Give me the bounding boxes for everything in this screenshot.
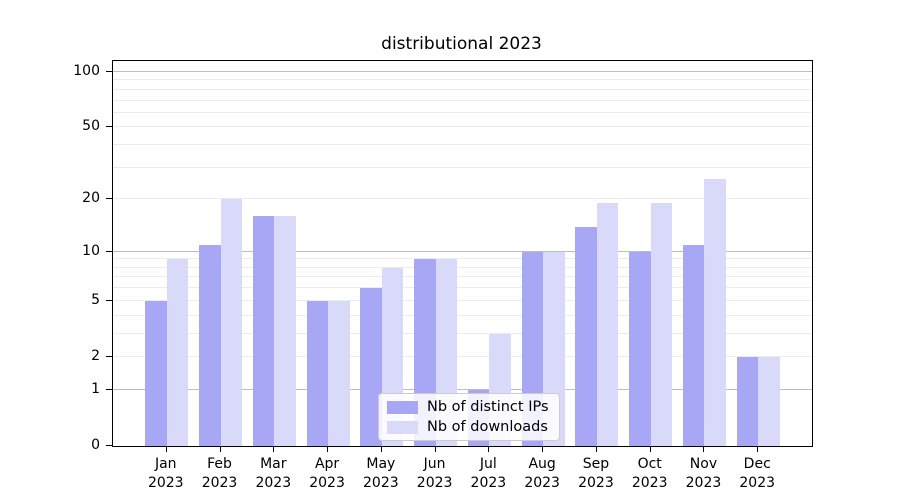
- x-tick-mark: [165, 446, 167, 452]
- y-tick-mark: [106, 388, 112, 390]
- x-tick-mark: [542, 446, 544, 452]
- legend-swatch-downloads: [387, 420, 418, 434]
- minor-gridline: [113, 198, 812, 200]
- bar-nb-of-distinct-ips-oct: [629, 251, 651, 446]
- legend: Nb of distinct IPs Nb of downloads: [378, 393, 560, 441]
- legend-label-distinct-ips: Nb of distinct IPs: [427, 399, 549, 415]
- y-tick-label: 100: [73, 62, 100, 79]
- x-tick-label-jun: Jun 2023: [416, 456, 453, 491]
- x-tick-mark: [488, 446, 490, 452]
- x-tick-label-apr: Apr 2023: [309, 456, 345, 491]
- x-tick-label-aug: Aug 2023: [524, 456, 560, 491]
- x-tick-label-nov: Nov 2023: [685, 456, 722, 491]
- major-gridline: [113, 388, 812, 390]
- bar-nb-of-downloads-mar: [274, 216, 296, 446]
- bar-nb-of-distinct-ips-may: [360, 288, 382, 446]
- minor-gridline: [113, 332, 812, 334]
- minor-gridline: [113, 126, 812, 128]
- y-tick-label: 0: [91, 437, 100, 453]
- x-tick-mark: [219, 446, 221, 452]
- x-tick-label-jan: Jan 2023: [147, 456, 184, 491]
- minor-gridline: [113, 299, 812, 301]
- major-gridline: [113, 71, 812, 72]
- x-tick-label-sep: Sep 2023: [578, 456, 614, 491]
- x-tick-mark: [757, 446, 759, 452]
- y-tick-label: 2: [91, 347, 100, 364]
- bar-nb-of-downloads-apr: [328, 300, 350, 446]
- minor-gridline: [113, 144, 812, 146]
- x-tick-label-oct: Oct 2023: [631, 456, 668, 491]
- legend-entry-distinct-ips: Nb of distinct IPs: [387, 399, 549, 415]
- bar-nb-of-downloads-feb: [220, 199, 243, 446]
- x-tick-label-dec: Dec 2023: [739, 456, 776, 491]
- y-tick-label: 5: [91, 291, 100, 308]
- bar-nb-of-downloads-oct: [650, 203, 673, 446]
- minor-gridline: [113, 355, 812, 357]
- minor-gridline: [113, 276, 812, 278]
- minor-gridline: [113, 258, 812, 260]
- bar-nb-of-distinct-ips-apr: [306, 300, 329, 446]
- y-tick-label: 20: [82, 190, 100, 207]
- plot-area: Nb of distinct IPs Nb of downloads: [112, 60, 813, 447]
- x-tick-mark: [595, 446, 597, 452]
- x-tick-label-feb: Feb 2023: [201, 456, 238, 491]
- legend-swatch-distinct-ips: [387, 400, 418, 414]
- y-tick-label: 10: [82, 242, 100, 259]
- y-tick-mark: [106, 445, 112, 446]
- y-tick-label: 50: [82, 118, 100, 135]
- bar-nb-of-distinct-ips-jan: [145, 300, 167, 446]
- minor-gridline: [113, 287, 812, 289]
- minor-gridline: [113, 314, 812, 316]
- y-tick-mark: [106, 198, 112, 200]
- minor-gridline: [113, 79, 812, 81]
- y-tick-mark: [106, 355, 112, 357]
- y-tick-mark: [106, 126, 112, 128]
- bar-nb-of-distinct-ips-feb: [199, 244, 221, 446]
- bar-nb-of-distinct-ips-dec: [736, 356, 759, 446]
- x-tick-mark: [327, 446, 329, 452]
- legend-label-downloads: Nb of downloads: [427, 419, 548, 435]
- minor-gridline: [113, 88, 812, 90]
- y-tick-mark: [106, 250, 112, 252]
- bar-nb-of-distinct-ips-mar: [252, 216, 275, 446]
- bar-nb-of-downloads-nov: [704, 178, 726, 446]
- x-tick-label-jul: Jul 2023: [470, 456, 507, 491]
- x-tick-label-mar: Mar 2023: [255, 456, 292, 491]
- major-gridline: [113, 250, 812, 252]
- x-tick-mark: [380, 446, 382, 452]
- bar-nb-of-downloads-sep: [596, 203, 619, 446]
- y-tick-mark: [106, 299, 112, 301]
- y-tick-mark: [106, 70, 112, 72]
- bar-nb-of-downloads-dec: [758, 356, 780, 446]
- x-tick-mark: [649, 446, 651, 452]
- minor-gridline: [113, 99, 812, 101]
- bar-nb-of-downloads-jan: [166, 259, 189, 446]
- minor-gridline: [113, 266, 812, 268]
- legend-entry-downloads: Nb of downloads: [387, 419, 549, 435]
- x-tick-mark: [434, 446, 436, 452]
- bar-nb-of-distinct-ips-nov: [682, 244, 705, 446]
- bar-nb-of-distinct-ips-sep: [575, 226, 597, 446]
- x-tick-label-may: May 2023: [363, 456, 399, 491]
- x-tick-mark: [273, 446, 275, 452]
- y-tick-label: 1: [91, 380, 100, 397]
- x-tick-mark: [703, 446, 705, 452]
- minor-gridline: [113, 111, 812, 113]
- chart-title: distributional 2023: [381, 34, 542, 54]
- minor-gridline: [113, 166, 812, 168]
